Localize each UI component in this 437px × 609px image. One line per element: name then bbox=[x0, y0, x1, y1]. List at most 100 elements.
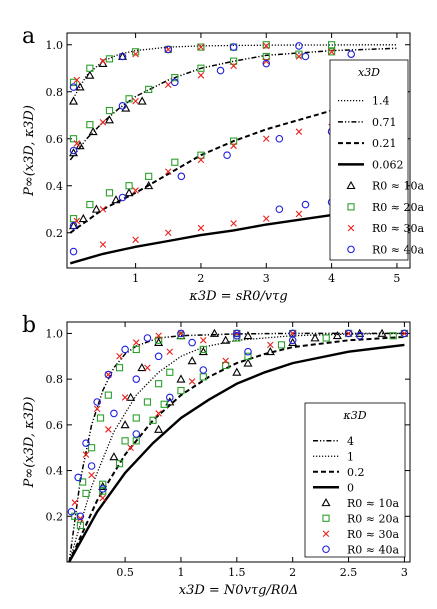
a-x-tick-label: 3 bbox=[263, 272, 270, 285]
b-curve-1 bbox=[68, 332, 405, 562]
b-point-x bbox=[133, 339, 140, 346]
a-point-x bbox=[197, 72, 205, 79]
b-point-x bbox=[200, 337, 207, 344]
a-point-x bbox=[262, 215, 270, 222]
b-panel-label: b bbox=[22, 313, 36, 338]
b-point-x bbox=[144, 364, 151, 371]
a-point-square bbox=[69, 78, 78, 86]
b-legend-title: κ3D bbox=[342, 409, 366, 422]
a-curve-0.71 bbox=[69, 47, 397, 161]
a-point-triangle bbox=[104, 115, 115, 124]
b-point-circle bbox=[132, 430, 141, 438]
b-point-triangle bbox=[332, 330, 342, 340]
b-point-circle bbox=[132, 375, 141, 383]
b-point-x bbox=[93, 405, 101, 413]
b-x-tick-label: 3 bbox=[401, 566, 408, 579]
b-point-circle bbox=[177, 329, 185, 338]
b-point-triangle bbox=[176, 374, 186, 383]
b-point-triangle bbox=[154, 337, 164, 347]
b-point-x bbox=[401, 330, 408, 337]
a-point-x bbox=[197, 156, 205, 164]
a-legend-label: R0 ≈ 10a bbox=[372, 180, 424, 193]
b-y-axis-label: P∞(x3D, κ3D) bbox=[22, 397, 37, 489]
a-point-circle bbox=[275, 134, 284, 143]
b-point-x bbox=[99, 494, 107, 502]
b-point-x bbox=[105, 371, 112, 378]
b-point-triangle bbox=[310, 333, 320, 342]
b-point-x bbox=[155, 332, 162, 339]
a-point-x bbox=[73, 76, 81, 84]
b-point-square bbox=[99, 480, 107, 488]
b-point-triangle bbox=[126, 392, 136, 401]
b-point-circle bbox=[110, 409, 118, 418]
b-point-x bbox=[77, 515, 84, 522]
a-point-square bbox=[197, 43, 205, 51]
a-point-triangle bbox=[68, 96, 79, 105]
a-point-square bbox=[171, 158, 179, 166]
b-x-axis-label: x3D = N0vτg/R0Δ bbox=[179, 583, 299, 598]
b-curve-0 bbox=[68, 343, 405, 562]
b-legend: κ3D 4 1 0.2 0 R0 ≈ 10a R0 ≈ 20a R0 ≈ 30a R0 ≈ 40… bbox=[304, 402, 406, 558]
a-point-square bbox=[197, 151, 205, 159]
b-point-circle bbox=[188, 338, 196, 347]
a-point-circle bbox=[229, 43, 238, 51]
b-point-circle bbox=[74, 473, 82, 482]
a-point-circle bbox=[118, 102, 127, 110]
b-point-triangle bbox=[137, 362, 147, 372]
b-y-tick-label: 0.8 bbox=[46, 373, 64, 386]
a-point-square bbox=[86, 200, 94, 209]
a-point-square bbox=[229, 57, 238, 65]
b-point-square bbox=[233, 334, 241, 342]
b-point-circle bbox=[199, 366, 208, 374]
a-point-square bbox=[262, 41, 270, 49]
b-x-tick-label: 0.5 bbox=[116, 566, 134, 579]
b-point-circle bbox=[244, 347, 252, 356]
b-point-triangle bbox=[209, 328, 220, 337]
b-point-square bbox=[115, 460, 124, 468]
a-point-square bbox=[262, 52, 270, 61]
b-point-x bbox=[105, 426, 112, 433]
b-point-square bbox=[166, 368, 174, 376]
a-point-circle bbox=[118, 52, 127, 61]
a-point-x bbox=[295, 128, 303, 135]
b-point-triangle bbox=[154, 424, 164, 433]
a-x-tick-label: 4 bbox=[328, 272, 335, 285]
a-x-tick-label: 2 bbox=[197, 272, 204, 285]
a-point-circle bbox=[301, 52, 310, 61]
a-legend-marker-triangle bbox=[346, 180, 356, 190]
b-point-x bbox=[177, 330, 185, 337]
a-point-x bbox=[132, 97, 139, 105]
a-point-square bbox=[145, 85, 153, 94]
a-point-triangle bbox=[91, 204, 101, 213]
a-point-triangle bbox=[85, 70, 95, 79]
b-point-square bbox=[244, 352, 252, 360]
b-point-square bbox=[199, 345, 207, 354]
a-point-square bbox=[229, 137, 238, 145]
a-point-x bbox=[99, 205, 107, 213]
b-point-x bbox=[82, 451, 90, 458]
b-point-square bbox=[121, 437, 129, 445]
b-point-circle bbox=[76, 512, 85, 521]
a-x-tick-label: 1 bbox=[132, 272, 139, 285]
b-point-circle bbox=[93, 398, 101, 406]
a-legend-marker-x bbox=[347, 224, 355, 232]
a-panel-label: a bbox=[22, 24, 35, 49]
b-point-square bbox=[222, 361, 230, 370]
b-point-triangle bbox=[120, 420, 130, 429]
a-legend-label: R0 ≈ 20a bbox=[372, 201, 424, 214]
b-point-x bbox=[289, 330, 296, 337]
b-point-circle bbox=[121, 345, 129, 354]
a-point-x bbox=[230, 142, 237, 150]
a-legend-label: 1.4 bbox=[372, 95, 390, 108]
b-legend-marker-square bbox=[322, 514, 330, 522]
a-y-axis-label: P∞(x3D, κ3D) bbox=[22, 105, 37, 197]
b-point-x bbox=[233, 330, 241, 337]
b-point-square bbox=[132, 437, 140, 445]
a-point-circle bbox=[69, 146, 78, 155]
a-legend-box bbox=[329, 59, 409, 261]
a-point-triangle bbox=[121, 103, 131, 112]
b-point-triangle bbox=[243, 330, 253, 340]
b-point-circle bbox=[344, 329, 353, 338]
a-y-tick-label: 0.4 bbox=[46, 180, 64, 193]
